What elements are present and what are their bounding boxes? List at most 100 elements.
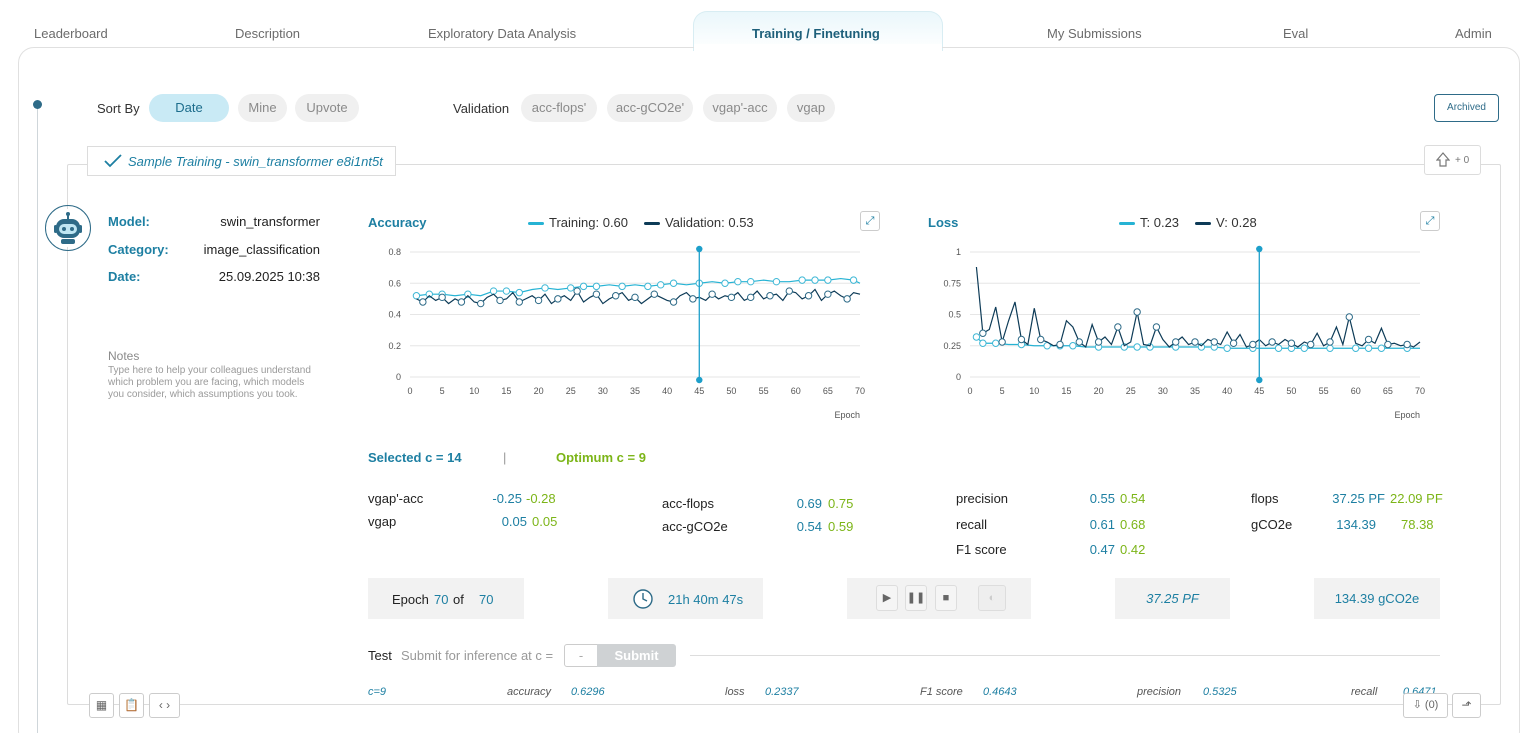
accuracy-point — [798, 276, 806, 284]
result-f1-value: 0.4643 — [983, 686, 1017, 698]
category-value: image_classification — [203, 242, 320, 257]
tab-description[interactable]: Description — [235, 26, 301, 41]
loss-point — [1287, 339, 1296, 347]
sort-date-chip[interactable]: Date — [149, 94, 229, 122]
metric-vgap-selected: 0.05 — [501, 514, 527, 529]
metric-gco2e-selected: 134.39 — [1336, 517, 1376, 532]
loss-point — [1133, 308, 1141, 316]
upvote-button[interactable]: + 0 — [1424, 145, 1481, 175]
accuracy-chart[interactable]: 0 0.2 0.4 0.6 0.8 0 5 10 15 20 25 30 35 40 45 50 55 60 65 7… — [368, 238, 888, 438]
metric-vgap-acc: vgap'-acc — [368, 491, 424, 506]
archive-button[interactable]: ⬏ — [1452, 693, 1481, 718]
metric-precision: precision — [956, 491, 1009, 506]
sort-upvote-chip[interactable]: Upvote — [295, 94, 359, 122]
tab-my-submissions[interactable]: My Submissions — [1047, 26, 1142, 41]
loss-point — [998, 338, 1006, 346]
metric-gco2e: gCO2e — [1251, 517, 1293, 532]
model-value: swin_transformer — [220, 214, 320, 229]
submit-button[interactable]: Submit — [597, 644, 676, 667]
metric-f1-optimum: 0.42 — [1120, 542, 1146, 557]
loss-point — [1229, 339, 1238, 347]
notes-input[interactable]: Type here to help your colleagues unders… — [108, 365, 311, 400]
tab-admin[interactable]: Admin — [1455, 26, 1492, 41]
loss-xtick-label: 10 — [1029, 386, 1039, 396]
download-button[interactable]: ⇩ (0) — [1403, 693, 1448, 718]
accuracy-expand-button[interactable]: ⤢ — [860, 211, 880, 231]
result-precision-value: 0.5325 — [1203, 686, 1237, 698]
flops-pill: 37.25 PF — [1115, 578, 1230, 619]
clipboard-button[interactable]: 📋 — [119, 693, 144, 718]
pause-icon: ❚❚ — [906, 592, 926, 604]
validation-label: Validation — [453, 101, 510, 116]
accuracy-xtick-label: 55 — [759, 386, 769, 396]
duration-value: 21h 40m 47s — [668, 592, 744, 607]
accuracy-ytick-label: 0.6 — [388, 278, 401, 288]
loss-ytick-label: 0.5 — [948, 310, 961, 320]
metric-acc-flops-optimum: 0.75 — [828, 496, 854, 511]
timeline-dot — [33, 100, 42, 109]
metric-precision-selected: 0.55 — [1089, 491, 1115, 506]
result-accuracy-value: 0.6296 — [571, 686, 605, 698]
accuracy-xtick-label: 30 — [598, 386, 608, 396]
play-button[interactable]: ▶ — [876, 585, 898, 611]
accuracy-ytick-label: 0 — [396, 372, 401, 382]
accuracy-point — [496, 296, 504, 305]
sort-mine-chip[interactable]: Mine — [238, 94, 287, 122]
accuracy-point — [747, 293, 755, 302]
stop-button[interactable]: ■ — [935, 585, 957, 611]
accuracy-xtick-label: 40 — [662, 386, 672, 396]
accuracy-epoch-marker-top — [696, 245, 703, 253]
pause-button[interactable]: ❚❚ — [905, 585, 927, 611]
tab-training-finetuning[interactable]: Training / Finetuning — [752, 26, 880, 41]
accuracy-point — [419, 298, 427, 306]
metric-recall-optimum: 0.68 — [1120, 517, 1146, 532]
metric-vgap-optimum: 0.05 — [532, 514, 558, 529]
loss-expand-button[interactable]: ⤢ — [1420, 211, 1440, 231]
loss-point — [1384, 340, 1392, 349]
loss-ytick-label: 0.75 — [943, 278, 961, 288]
date-value: 25.09.2025 10:38 — [218, 269, 320, 284]
training-card — [67, 164, 1501, 705]
loss-point — [1017, 335, 1026, 344]
accuracy-point — [567, 284, 575, 292]
download-count: (0) — [1424, 699, 1439, 711]
result-precision-key: precision — [1137, 686, 1182, 698]
validation-acc-gco2e-chip[interactable]: acc-gCO2e' — [607, 94, 693, 122]
validation-vgap-chip[interactable]: vgap — [787, 94, 835, 122]
loss-xtick-label: 0 — [967, 386, 972, 396]
accuracy-point — [811, 276, 819, 284]
epoch-current: 70 — [434, 592, 449, 607]
loss-point — [1094, 338, 1103, 346]
loss-xtick-label: 15 — [1061, 386, 1071, 396]
accuracy-point — [534, 296, 543, 305]
accuracy-point — [727, 293, 736, 302]
inference-c-input[interactable]: - — [564, 644, 598, 667]
loss-point — [1300, 344, 1308, 352]
loss-point — [1364, 344, 1373, 352]
card-title[interactable]: Sample Training - swin_transformer e8i1n… — [128, 154, 383, 169]
play-icon: ▶ — [882, 592, 892, 604]
loss-point — [1056, 340, 1064, 349]
loss-point — [992, 339, 1000, 347]
code-button[interactable]: ‹ › — [149, 693, 180, 718]
tab-leaderboard[interactable]: Leaderboard — [34, 26, 108, 41]
check-icon — [104, 154, 122, 168]
archived-button[interactable]: Archived — [1434, 94, 1499, 122]
accuracy-legend-training-label: Training: 0.60 — [549, 215, 629, 230]
stop-icon: ■ — [942, 592, 950, 604]
accuracy-point — [457, 298, 466, 306]
accuracy-point — [849, 276, 858, 284]
sleep-button[interactable]: ◐ — [978, 585, 1006, 611]
epoch-of: of — [453, 592, 464, 607]
tab-eval[interactable]: Eval — [1283, 26, 1309, 41]
loss-point — [1307, 340, 1315, 349]
accuracy-point — [824, 290, 832, 298]
tab-exploratory-data-analysis[interactable]: Exploratory Data Analysis — [428, 26, 577, 41]
validation-acc-flops-chip[interactable]: acc-flops' — [521, 94, 597, 122]
table-button[interactable]: ▦ — [89, 693, 114, 718]
epoch-total: 70 — [479, 592, 494, 607]
accuracy-point — [772, 277, 781, 286]
validation-vgap-acc-chip[interactable]: vgap'-acc — [703, 94, 777, 122]
metric-flops: flops — [1251, 491, 1279, 506]
